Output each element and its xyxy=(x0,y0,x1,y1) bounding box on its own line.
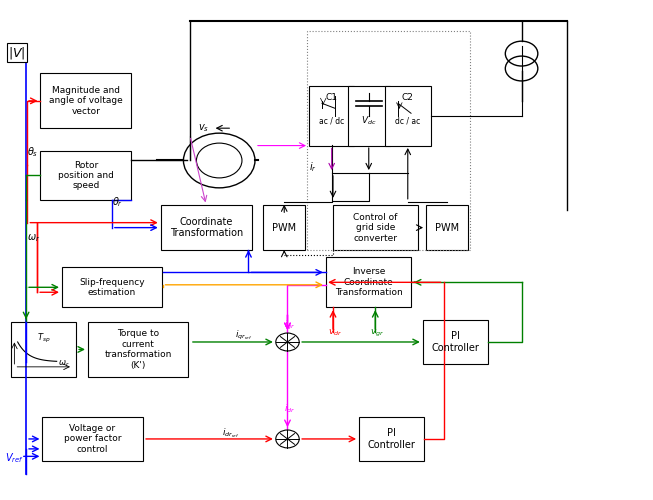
Text: $i_{qr}$: $i_{qr}$ xyxy=(284,318,296,332)
Text: $V_{ref}$: $V_{ref}$ xyxy=(5,452,24,465)
Text: Voltage or
power factor
control: Voltage or power factor control xyxy=(64,424,121,454)
Text: $\omega_r$: $\omega_r$ xyxy=(58,359,70,370)
FancyBboxPatch shape xyxy=(161,205,251,250)
Text: PWM: PWM xyxy=(272,222,296,232)
Text: Rotor
position and
speed: Rotor position and speed xyxy=(58,160,114,190)
Text: ac / dc: ac / dc xyxy=(319,116,344,125)
Text: Coordinate
Transformation: Coordinate Transformation xyxy=(170,217,243,238)
FancyBboxPatch shape xyxy=(88,322,188,377)
Text: $i_{qr_{ref}}$: $i_{qr_{ref}}$ xyxy=(236,328,253,342)
Bar xyxy=(385,86,430,146)
Text: Control of
grid side
converter: Control of grid side converter xyxy=(353,212,398,242)
FancyBboxPatch shape xyxy=(263,205,306,250)
Text: $\omega_r$: $\omega_r$ xyxy=(27,232,40,244)
Text: $\theta_s$: $\theta_s$ xyxy=(27,146,39,160)
FancyBboxPatch shape xyxy=(40,74,131,128)
Text: $T_{sp}$: $T_{sp}$ xyxy=(37,332,51,345)
Bar xyxy=(309,86,355,146)
Text: Inverse
Coordinate
Transformation: Inverse Coordinate Transformation xyxy=(335,268,403,297)
Text: $v_s$: $v_s$ xyxy=(198,122,209,134)
Text: $|V|$: $|V|$ xyxy=(8,44,25,60)
Text: dc / ac: dc / ac xyxy=(395,116,421,125)
FancyBboxPatch shape xyxy=(422,320,488,364)
Text: $v_{gr}$: $v_{gr}$ xyxy=(370,328,385,339)
FancyBboxPatch shape xyxy=(326,258,411,307)
Text: Torque to
current
transformation
(K'): Torque to current transformation (K') xyxy=(104,330,172,370)
Bar xyxy=(11,322,76,377)
FancyBboxPatch shape xyxy=(61,268,163,307)
Circle shape xyxy=(276,430,299,448)
FancyBboxPatch shape xyxy=(359,416,424,462)
Text: PWM: PWM xyxy=(435,222,459,232)
FancyBboxPatch shape xyxy=(426,205,468,250)
Text: $i_{dr_{ref}}$: $i_{dr_{ref}}$ xyxy=(223,426,240,440)
Text: PI
Controller: PI Controller xyxy=(431,331,479,353)
Text: $v_{dr}$: $v_{dr}$ xyxy=(328,328,342,338)
Text: C2: C2 xyxy=(402,94,414,102)
Text: C1: C1 xyxy=(326,94,338,102)
Text: $i_{dr}$: $i_{dr}$ xyxy=(284,402,296,415)
Text: PI
Controller: PI Controller xyxy=(368,428,415,450)
Text: Magnitude and
angle of voltage
vector: Magnitude and angle of voltage vector xyxy=(49,86,123,116)
FancyBboxPatch shape xyxy=(333,205,417,250)
Bar xyxy=(347,86,390,146)
FancyBboxPatch shape xyxy=(42,416,143,462)
Circle shape xyxy=(276,333,299,351)
Text: $V_{dc}$: $V_{dc}$ xyxy=(361,114,377,127)
FancyBboxPatch shape xyxy=(40,150,131,200)
Text: Slip-frequency
estimation: Slip-frequency estimation xyxy=(79,278,145,297)
Text: $i_r$: $i_r$ xyxy=(309,160,317,174)
Text: $\theta_r$: $\theta_r$ xyxy=(112,195,123,209)
